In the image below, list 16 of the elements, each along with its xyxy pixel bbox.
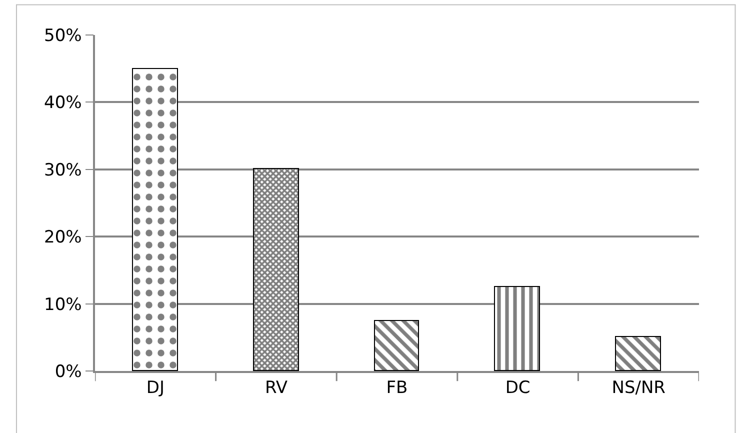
x-tick-label: FB	[386, 378, 408, 398]
y-tick-label: 40%	[44, 93, 82, 114]
x-tick-label: RV	[264, 378, 288, 398]
x-tick-label: DJ	[146, 378, 164, 398]
y-tick-label: 10%	[44, 294, 82, 315]
bar	[494, 286, 540, 371]
bar	[253, 168, 299, 371]
bar	[132, 68, 178, 371]
bar	[374, 320, 419, 371]
y-tick-label: 30%	[44, 160, 82, 180]
y-tick-label: 0%	[54, 362, 82, 382]
y-tick-label: 20%	[44, 228, 82, 248]
x-tick-label: DC	[505, 378, 530, 398]
bar	[615, 336, 661, 371]
y-tick-label: 50%	[44, 26, 82, 46]
x-tick-label: NS/NR	[612, 378, 666, 398]
